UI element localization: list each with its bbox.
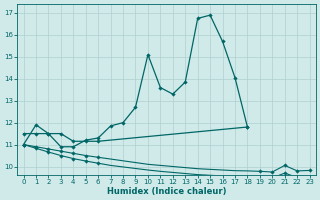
- X-axis label: Humidex (Indice chaleur): Humidex (Indice chaleur): [107, 187, 226, 196]
